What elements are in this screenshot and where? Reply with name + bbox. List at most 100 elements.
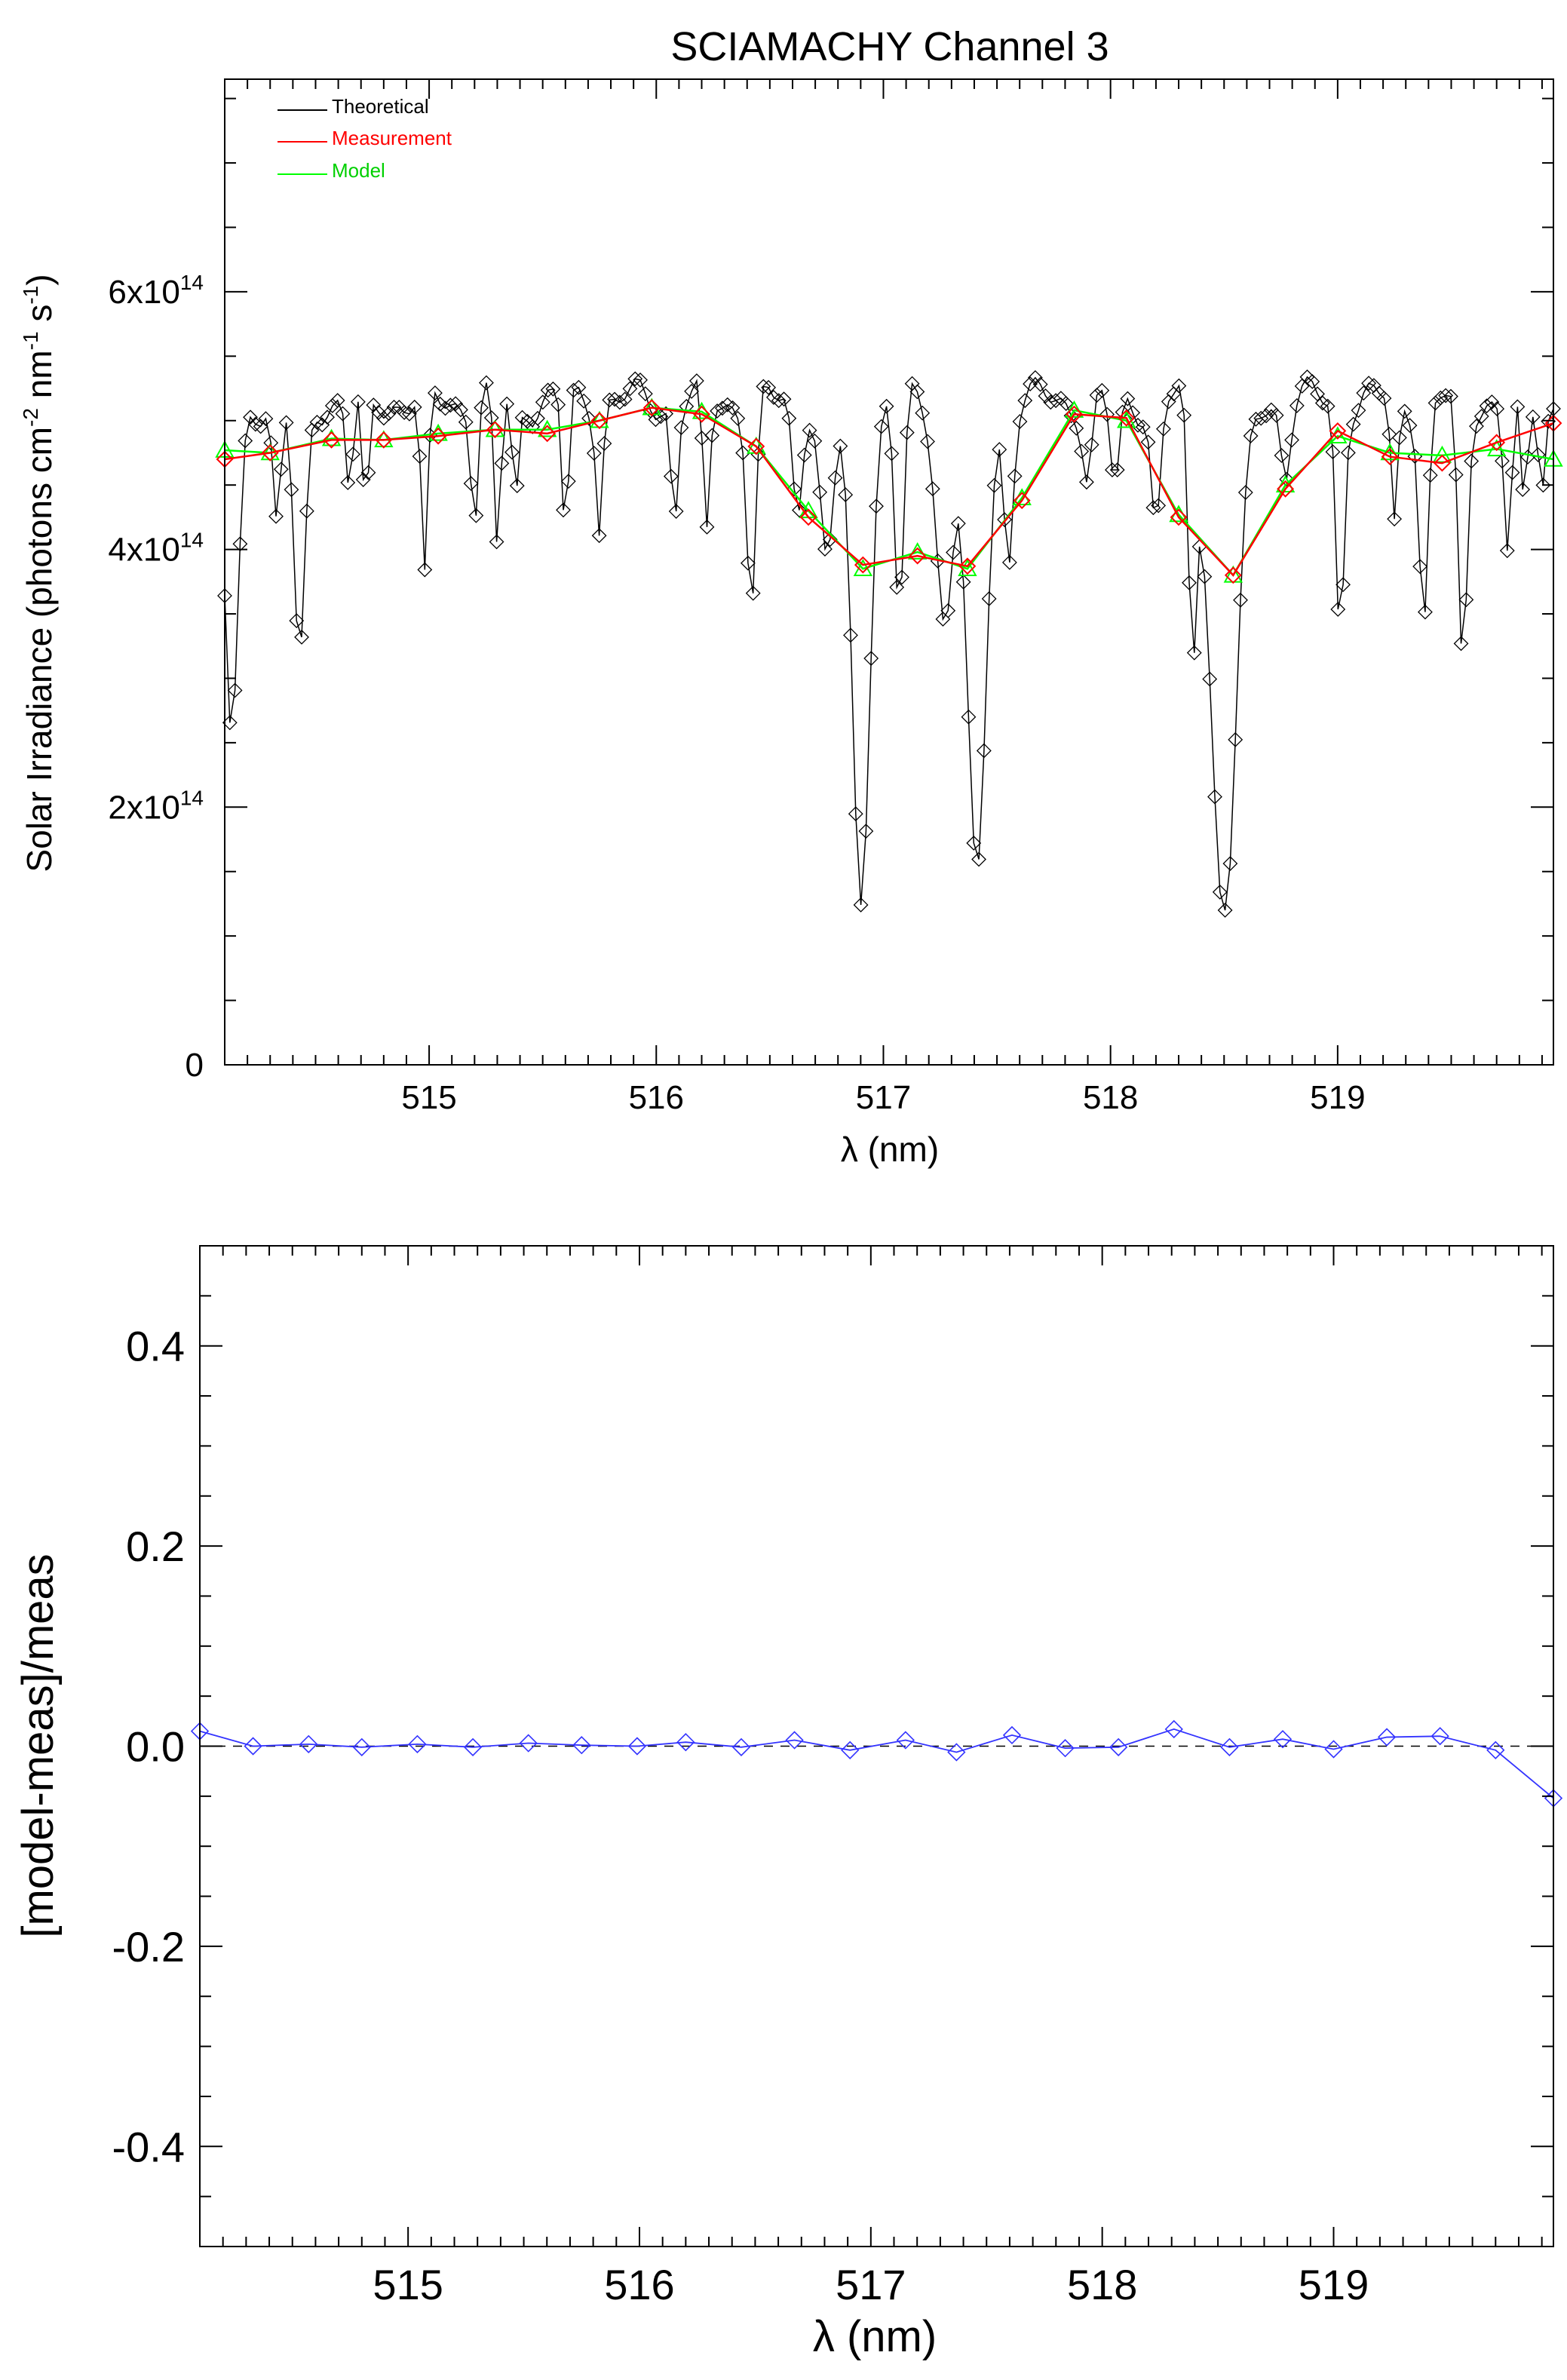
theoretical-point bbox=[268, 508, 284, 524]
theoretical-point bbox=[668, 504, 684, 519]
theoretical-point bbox=[1171, 378, 1187, 394]
theoretical-point bbox=[1202, 671, 1218, 687]
theoretical-point bbox=[1345, 416, 1361, 432]
theoretical-point bbox=[1284, 432, 1299, 448]
theoretical-point bbox=[1340, 445, 1356, 461]
theoretical-point bbox=[1381, 426, 1397, 442]
bottom-y-tick-label: -0.2 bbox=[112, 1923, 186, 1971]
theoretical-point bbox=[1469, 419, 1484, 434]
measurement-point bbox=[909, 547, 927, 565]
theoretical-point bbox=[1268, 407, 1284, 423]
theoretical-point bbox=[909, 384, 925, 400]
theoretical-line bbox=[224, 376, 1554, 911]
theoretical-point bbox=[1351, 403, 1366, 419]
bottom-x-tick-label: 516 bbox=[604, 2261, 674, 2308]
theoretical-point bbox=[289, 613, 305, 628]
theoretical-point bbox=[299, 503, 314, 519]
theoretical-point bbox=[602, 392, 618, 408]
theoretical-point bbox=[550, 397, 566, 413]
residual-point bbox=[785, 1731, 804, 1750]
legend-label-measurement: Measurement bbox=[332, 127, 452, 149]
top-series-layer bbox=[215, 369, 1563, 918]
measurement-point bbox=[1488, 434, 1506, 452]
theoretical-point bbox=[581, 410, 596, 426]
theoretical-point bbox=[802, 422, 817, 438]
theoretical-point bbox=[1274, 448, 1289, 463]
theoretical-point bbox=[1182, 575, 1197, 590]
theoretical-point bbox=[1023, 376, 1038, 392]
theoretical-point bbox=[243, 409, 258, 425]
model-point bbox=[537, 419, 557, 437]
top-x-tick-label: 517 bbox=[856, 1079, 911, 1116]
theoretical-point bbox=[1427, 395, 1443, 411]
theoretical-point bbox=[1038, 388, 1053, 404]
theoretical-point bbox=[1391, 430, 1407, 446]
theoretical-point bbox=[355, 472, 371, 487]
theoretical-point bbox=[468, 508, 484, 523]
theoretical-point bbox=[1099, 406, 1115, 422]
theoretical-point bbox=[1105, 462, 1120, 477]
theoretical-point bbox=[1402, 418, 1418, 434]
theoretical-point bbox=[386, 400, 402, 415]
model-point bbox=[1380, 443, 1400, 461]
theoretical-point bbox=[596, 436, 612, 451]
theoretical-point bbox=[1438, 388, 1454, 403]
theoretical-point bbox=[756, 379, 771, 394]
theoretical-point bbox=[1335, 577, 1351, 593]
theoretical-point bbox=[781, 410, 797, 426]
theoretical-point bbox=[899, 425, 915, 440]
theoretical-point bbox=[730, 410, 746, 426]
measurement-point bbox=[1224, 566, 1242, 584]
theoretical-point bbox=[1212, 884, 1228, 900]
theoretical-point bbox=[1330, 602, 1346, 617]
top-x-axis-label: λ (nm) bbox=[841, 1130, 939, 1169]
theoretical-point bbox=[607, 391, 622, 407]
theoretical-point bbox=[940, 603, 956, 618]
theoretical-point bbox=[817, 541, 833, 557]
top-x-tick-label: 516 bbox=[629, 1079, 684, 1116]
theoretical-point bbox=[591, 528, 607, 544]
residual-point bbox=[1109, 1737, 1128, 1756]
residual-point bbox=[627, 1737, 647, 1756]
theoretical-point bbox=[309, 414, 325, 430]
theoretical-point bbox=[792, 502, 807, 518]
theoretical-point bbox=[617, 391, 633, 407]
theoretical-point bbox=[1397, 403, 1412, 419]
residual-point bbox=[463, 1737, 483, 1756]
top-chart: SCIAMACHY Channel 3 515 516 517 518 519 0 2x10… bbox=[19, 24, 1563, 1169]
bottom-x-tick-label: 515 bbox=[373, 2261, 443, 2308]
theoretical-point bbox=[812, 484, 828, 500]
theoretical-point bbox=[1484, 394, 1500, 409]
theoretical-point bbox=[1069, 420, 1084, 436]
theoretical-point bbox=[1089, 388, 1105, 403]
measurement-point bbox=[323, 431, 340, 449]
theoretical-point bbox=[1325, 444, 1341, 460]
theoretical-point bbox=[889, 579, 905, 595]
theoretical-point bbox=[314, 417, 330, 433]
theoretical-point bbox=[1007, 468, 1023, 484]
residual-point bbox=[299, 1734, 318, 1753]
theoretical-point bbox=[1458, 592, 1474, 608]
theoretical-point bbox=[1305, 374, 1320, 389]
legend-label-model: Model bbox=[332, 159, 385, 182]
residual-point bbox=[896, 1731, 915, 1750]
theoretical-point bbox=[827, 470, 843, 486]
theoretical-point bbox=[335, 406, 351, 422]
measurement-point bbox=[1066, 405, 1083, 423]
theoretical-point bbox=[443, 397, 458, 413]
theoretical-point bbox=[976, 743, 992, 759]
theoretical-point bbox=[1135, 419, 1151, 435]
legend-label-theoretical: Theoretical bbox=[332, 95, 429, 118]
theoretical-point bbox=[453, 402, 468, 418]
theoretical-point bbox=[571, 379, 587, 395]
top-legend: Theoretical Measurement Model bbox=[278, 95, 452, 182]
measurement-point bbox=[590, 412, 609, 430]
theoretical-point bbox=[294, 629, 309, 645]
theoretical-point bbox=[376, 410, 391, 426]
theoretical-point bbox=[1074, 443, 1090, 459]
theoretical-point bbox=[992, 442, 1007, 458]
theoretical-point bbox=[961, 709, 977, 725]
theoretical-point bbox=[530, 410, 545, 426]
theoretical-point bbox=[981, 591, 997, 606]
theoretical-point bbox=[278, 415, 294, 431]
